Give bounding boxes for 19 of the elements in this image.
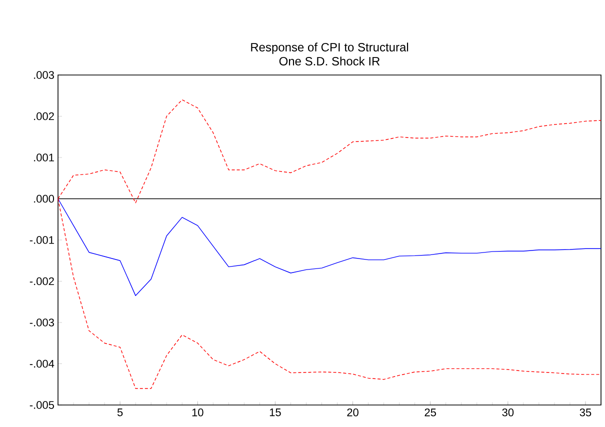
x-tick-label: 35: [580, 408, 592, 416]
x-tick-label: 10: [192, 408, 204, 416]
y-tick-label: -.005: [30, 401, 54, 409]
x-tick-label: 20: [347, 408, 358, 416]
y-tick-label: -.004: [30, 360, 54, 368]
y-tick-label: .002: [34, 112, 54, 120]
y-tick-label: -.003: [30, 318, 54, 326]
chart-subtitle: One S.D. Shock IR: [279, 56, 380, 66]
x-tick-label: 5: [117, 408, 123, 416]
line-series: [58, 198, 602, 296]
y-tick-label: -.002: [30, 277, 54, 286]
x-tick-label: 30: [502, 408, 514, 416]
y-tick-label: .003: [34, 71, 54, 79]
x-tick-label: 25: [424, 408, 436, 416]
y-tick-label: .001: [34, 154, 54, 162]
y-tick-label: .000: [34, 194, 54, 203]
x-tick-label: 15: [270, 408, 281, 416]
chart-title: Response of CPI to Structural: [251, 42, 408, 54]
y-tick-label: -.001: [30, 236, 54, 244]
